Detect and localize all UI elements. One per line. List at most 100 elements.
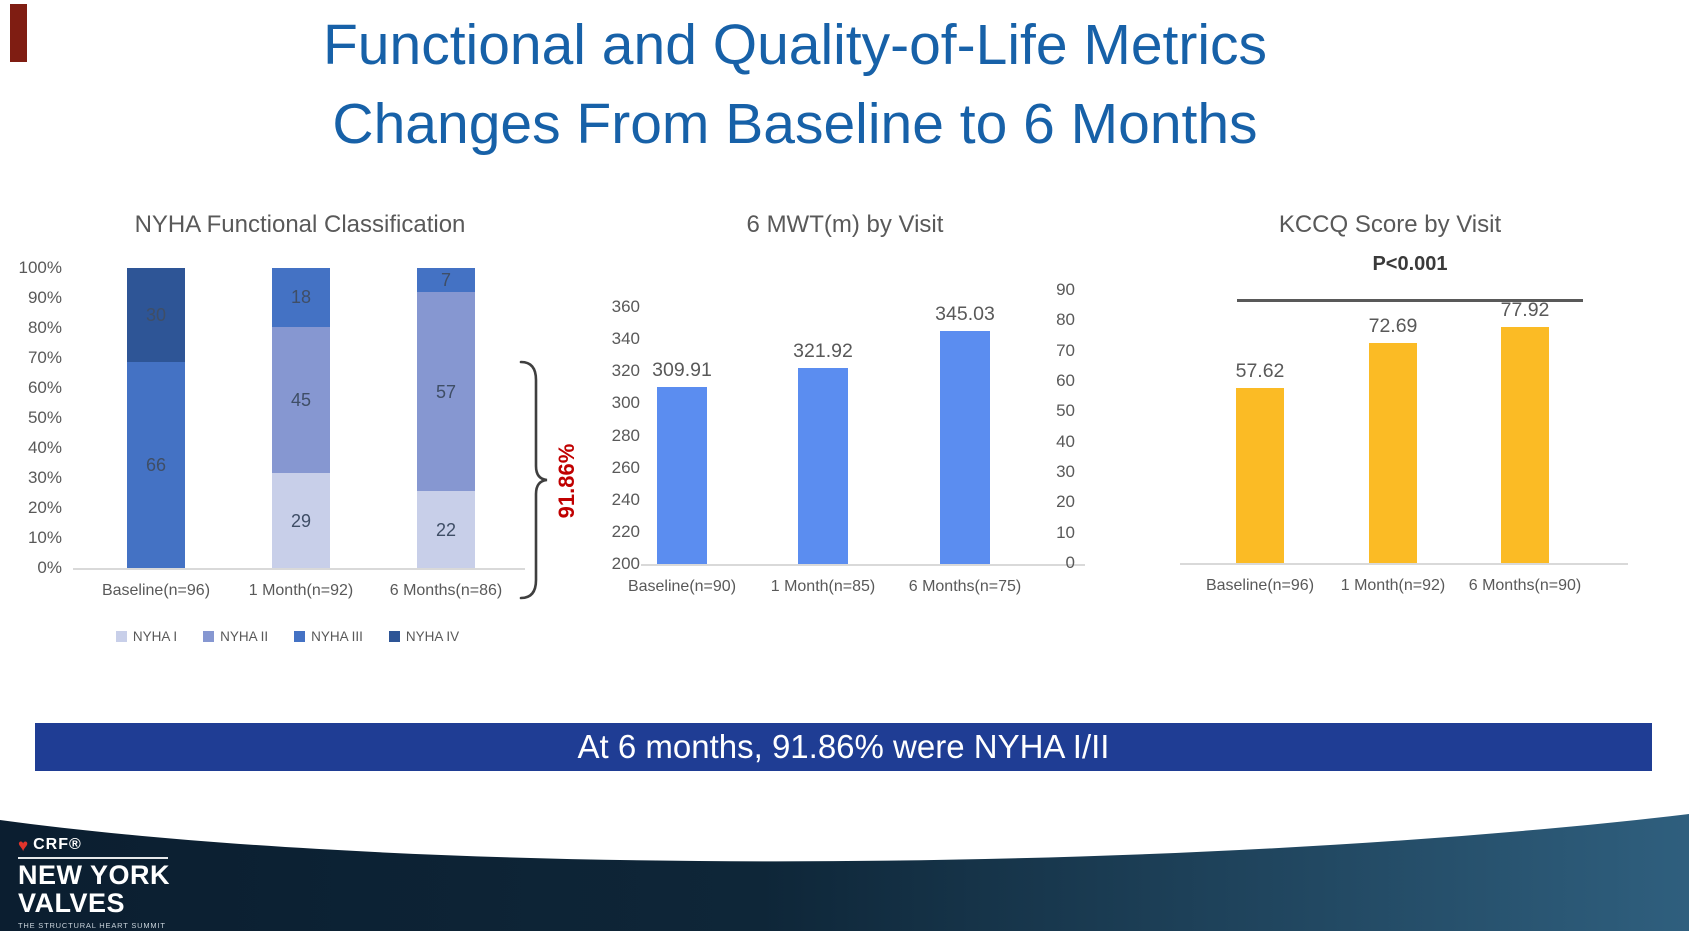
slide-accent-mark xyxy=(10,4,27,62)
bar-value-label: 345.03 xyxy=(935,303,995,326)
y-axis-tick-label: 60% xyxy=(27,378,62,397)
y-axis-tick-label: 50 xyxy=(1056,401,1075,421)
legend-label: NYHA III xyxy=(311,629,363,644)
logo-line2: VALVES xyxy=(18,888,126,919)
segment-value-label: 66 xyxy=(145,454,167,475)
bar-value-label: 321.92 xyxy=(793,340,853,363)
y-axis-tick-label: 220 xyxy=(611,521,640,541)
stacked-bar-segment xyxy=(272,326,330,474)
chart-6mwt-by-visit: 6 MWT(m) by Visit 360 340 320 300 280 260 240 2… xyxy=(585,205,1085,665)
x-category-label: 6 Months(n=90) xyxy=(1468,577,1582,594)
segment-value-label: 7 xyxy=(440,270,451,291)
y-axis-tick-label: 240 xyxy=(611,489,640,509)
y-axis-tick-label: 20% xyxy=(27,498,62,517)
plot-area: 360 340 320 300 280 260 240 220 200 Baseline(n=90… xyxy=(585,205,1085,665)
y-axis-tick-label: 90 xyxy=(1056,280,1075,299)
stacked-bar-segment xyxy=(417,268,475,293)
bar xyxy=(657,387,707,564)
chart-title: NYHA Functional Classification xyxy=(134,211,466,238)
plot-area: 90 80 70 60 50 40 30 20 10 0 Baseline(n=96) 1 Month… xyxy=(1045,205,1655,665)
y-axis-tick-label: 100% xyxy=(18,258,62,277)
y-axis-tick-label: 10% xyxy=(27,528,62,547)
stacked-bar-segment xyxy=(127,361,185,568)
segment-value-label: 45 xyxy=(290,390,312,411)
segment-value-label: 22 xyxy=(435,519,457,540)
logo-org-row: ♥ CRF® xyxy=(18,836,170,854)
y-axis-tick-label: 70 xyxy=(1056,340,1075,360)
bar-value-label: 57.62 xyxy=(1235,360,1285,383)
bar xyxy=(1236,388,1284,563)
y-axis-tick-label: 10 xyxy=(1056,522,1075,542)
y-axis-tick-label: 360 xyxy=(611,297,640,316)
x-category-label: 6 Months(n=75) xyxy=(908,578,1022,595)
x-category-label: 6 Months(n=86) xyxy=(389,582,503,599)
bar xyxy=(1501,326,1549,563)
legend-item: NYHA IV xyxy=(388,629,460,644)
legend-swatch xyxy=(388,631,400,642)
slide-title: Functional and Quality-of-Life Metrics Ch… xyxy=(0,6,1590,163)
y-axis-tick-label: 320 xyxy=(611,361,640,381)
x-axis-line xyxy=(73,568,525,570)
stacked-bar-segment xyxy=(272,268,330,327)
logo-divider xyxy=(18,857,168,859)
y-axis-tick-label: 50% xyxy=(27,408,62,427)
segment-value-label: 30 xyxy=(145,304,167,325)
x-category-label: 1 Month(n=92) xyxy=(248,582,354,599)
x-axis-line xyxy=(641,564,1085,566)
y-axis-tick-label: 280 xyxy=(611,425,640,445)
segment-value-label: 29 xyxy=(290,510,312,531)
logo-line1: NEW YORK xyxy=(18,860,171,890)
plot-area: 100% 90% 80% 70% 60% 50% 40% 30% 20% 10% 0% Baselin… xyxy=(15,205,560,665)
x-category-label: 1 Month(n=92) xyxy=(1340,577,1446,594)
p-value-annotation: P<0.001 xyxy=(1372,253,1448,275)
y-axis-tick-label: 0 xyxy=(1065,553,1075,572)
slide-title-line2: Changes From Baseline to 6 Months xyxy=(332,91,1258,156)
heart-icon: ♥ xyxy=(18,835,29,855)
bar-value-label: 77.92 xyxy=(1500,298,1550,321)
legend-label: NYHA II xyxy=(220,629,269,644)
nyha-i-ii-percentage-annotation: 91.86% xyxy=(554,443,579,519)
stacked-bar-segment xyxy=(272,473,330,568)
y-axis-tick-label: 30% xyxy=(27,468,62,487)
y-axis-tick-label: 40 xyxy=(1056,431,1075,451)
y-axis-tick-label: 200 xyxy=(611,554,640,573)
x-category-label: Baseline(n=90) xyxy=(627,578,737,595)
bar xyxy=(1369,342,1417,563)
y-axis-tick-label: 80% xyxy=(27,318,62,337)
x-axis-line xyxy=(1180,563,1628,565)
bar xyxy=(940,331,990,564)
conference-logo: ♥ CRF® NEW YORK VALVES THE STRUCTURAL HE… xyxy=(18,836,170,930)
y-axis-tick-label: 300 xyxy=(611,393,640,413)
x-category-label: Baseline(n=96) xyxy=(1205,577,1315,594)
y-axis-tick-label: 70% xyxy=(27,348,62,367)
y-axis-tick-label: 80 xyxy=(1056,310,1075,330)
chart-title: 6 MWT(m) by Visit xyxy=(746,211,944,238)
footer-wave-band xyxy=(0,814,1689,931)
legend-item: NYHA I xyxy=(115,629,177,644)
stacked-bar-segment xyxy=(417,491,475,568)
legend-swatch xyxy=(294,631,306,642)
y-axis-tick-label: 60 xyxy=(1056,371,1075,390)
segment-value-label: 18 xyxy=(290,287,312,308)
chart-kccq-score-by-visit: KCCQ Score by Visit P<0.001 90 80 70 60 50 40… xyxy=(1045,205,1655,665)
y-axis-tick-label: 20 xyxy=(1056,492,1075,512)
slide-title-line1: Functional and Quality-of-Life Metrics xyxy=(322,13,1268,77)
chart-nyha-functional-classification: NYHA Functional Classification 100% 90% 80… xyxy=(15,205,579,665)
bar-value-label: 309.91 xyxy=(652,359,712,382)
segment-value-label: 57 xyxy=(435,381,457,402)
logo-tagline: THE STRUCTURAL HEART SUMMIT xyxy=(18,920,166,930)
y-axis-tick-label: 90% xyxy=(27,288,62,307)
stacked-bar-segment xyxy=(417,292,475,492)
y-axis-tick-label: 260 xyxy=(611,457,640,477)
bracket-brace-icon xyxy=(519,360,548,600)
legend-item: NYHA III xyxy=(294,629,363,644)
x-category-label: 1 Month(n=85) xyxy=(770,578,876,595)
legend-label: NYHA IV xyxy=(405,629,460,644)
y-axis-tick-label: 30 xyxy=(1056,462,1075,481)
stacked-bar-segment xyxy=(127,268,185,362)
y-axis-tick-label: 340 xyxy=(611,329,640,349)
x-category-label: Baseline(n=96) xyxy=(101,582,211,599)
legend-item: NYHA II xyxy=(203,629,268,644)
legend-swatch xyxy=(203,631,215,642)
